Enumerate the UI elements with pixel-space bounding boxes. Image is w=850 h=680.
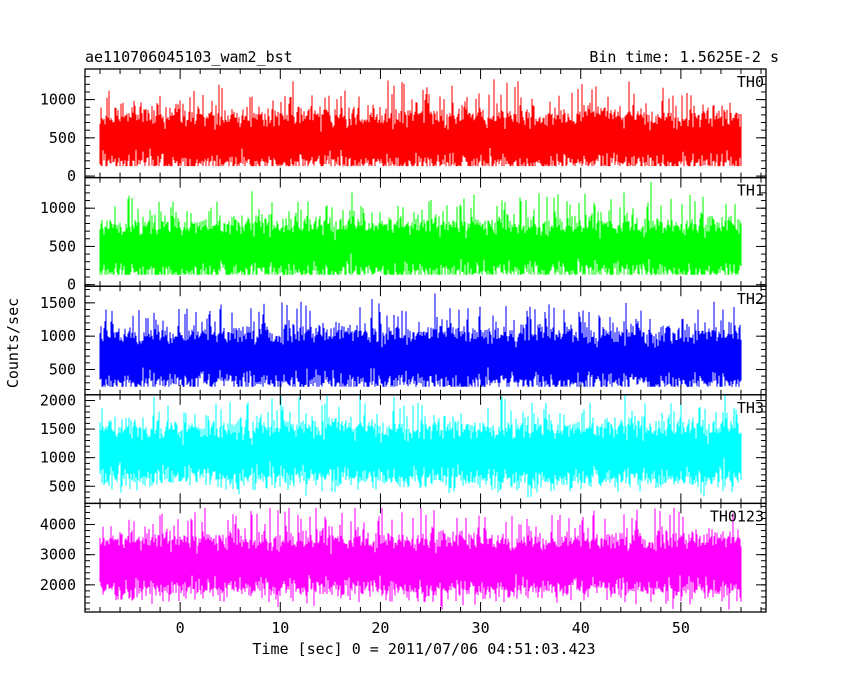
series-label-th0: TH0 — [737, 73, 764, 91]
chart-title: ae110706045103_wam2_bst — [85, 48, 293, 66]
x-tick-label: 30 — [472, 619, 490, 637]
y-tick-label: 500 — [49, 129, 76, 147]
x-axis-label: Time [sec] 0 = 2011/07/06 04:51:03.423 — [252, 640, 595, 658]
panel-th2: 500 1000 1500 TH2 — [40, 285, 767, 396]
x-tick-label: 20 — [371, 619, 389, 637]
y-tick-label: 3000 — [40, 546, 76, 564]
y-tick-label: 1000 — [40, 449, 76, 467]
panel-th3: 500 1000 1500 2000 TH3 — [40, 392, 767, 505]
x-tick-label: 40 — [572, 619, 590, 637]
x-tick-label: 10 — [271, 619, 289, 637]
bin-time-label: Bin time: 1.5625E-2 s — [589, 48, 779, 66]
y-tick-label: 1000 — [40, 91, 76, 109]
y-tick-label: 1000 — [40, 327, 76, 345]
y-tick-label: 1000 — [40, 199, 76, 217]
series-label-th3: TH3 — [737, 399, 764, 417]
series-line-th1 — [99, 182, 742, 275]
panel-th0123: 2000 3000 4000 TH0123 — [40, 502, 767, 613]
series-label-th0123: TH0123 — [710, 507, 764, 525]
y-tick-label: 0 — [67, 167, 76, 185]
y-tick-label: 500 — [49, 360, 76, 378]
y-tick-label: 1500 — [40, 420, 76, 438]
y-tick-label: 1500 — [40, 294, 76, 312]
y-tick-label: 4000 — [40, 516, 76, 534]
series-line-th3 — [99, 394, 742, 498]
x-tick-label: 50 — [672, 619, 690, 637]
y-tick-label: 2000 — [40, 392, 76, 410]
y-tick-label: 2000 — [40, 576, 76, 594]
series-line-th2 — [99, 293, 742, 387]
series-line-th0123 — [99, 507, 742, 610]
x-tick-label: 0 — [176, 619, 185, 637]
y-tick-label: 500 — [49, 477, 76, 495]
y-tick-label: 0 — [67, 276, 76, 294]
panel-frame — [84, 502, 767, 613]
panel-th0: 0 500 1000 TH0 — [40, 68, 767, 185]
panel-th1: 0 500 1000 TH1 — [40, 176, 767, 294]
y-tick-label: 500 — [49, 237, 76, 255]
series-label-th2: TH2 — [737, 290, 764, 308]
y-axis-label: Counts/sec — [4, 298, 22, 388]
series-label-th1: TH1 — [737, 182, 764, 200]
series-line-th0 — [99, 79, 742, 167]
